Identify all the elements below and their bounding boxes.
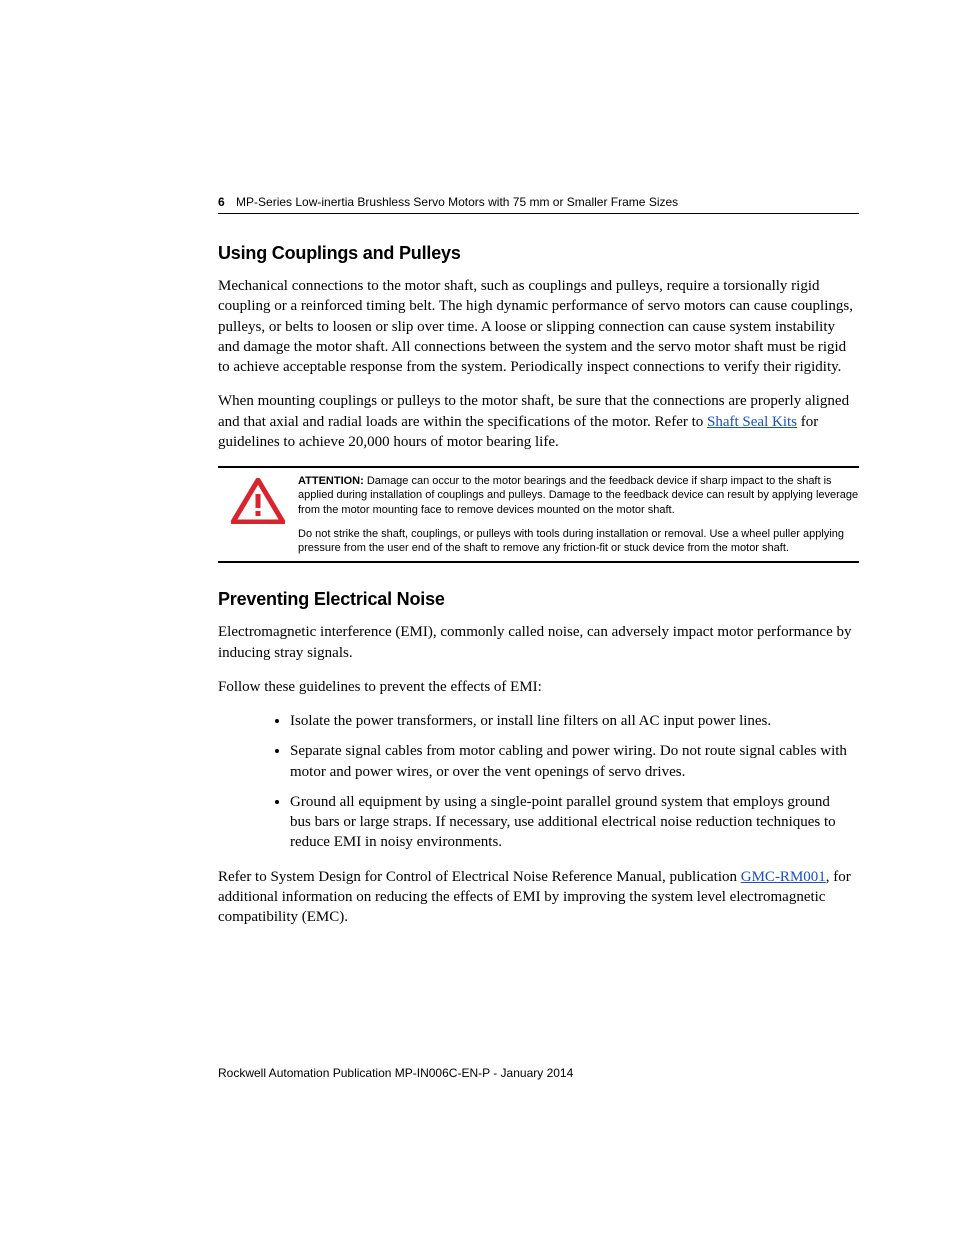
body-paragraph: When mounting couplings or pulleys to th… [218,391,859,452]
attention-label: ATTENTION: [298,475,367,487]
section-heading-noise: Preventing Electrical Noise [218,589,859,610]
header-rule [218,213,859,214]
gmc-rm001-link[interactable]: GMC-RM001 [741,869,826,885]
body-paragraph: Electromagnetic interference (EMI), comm… [218,622,859,663]
attention-body: Damage can occur to the motor bearings a… [298,475,858,516]
list-item: Isolate the power transformers, or insta… [290,711,859,731]
body-paragraph: Mechanical connections to the motor shaf… [218,276,859,377]
attention-paragraph: Do not strike the shaft, couplings, or p… [298,527,859,556]
section-heading-couplings: Using Couplings and Pulleys [218,243,859,264]
attention-callout: ATTENTION: Damage can occur to the motor… [218,466,859,563]
page-number: 6 [218,195,225,209]
body-paragraph: Refer to System Design for Control of El… [218,867,859,928]
page-header: 6 MP-Series Low-inertia Brushless Servo … [218,195,859,209]
attention-text-block: ATTENTION: Damage can occur to the motor… [298,474,859,555]
page-footer: Rockwell Automation Publication MP-IN006… [218,1066,573,1080]
body-text: Refer to System Design for Control of El… [218,869,741,885]
list-item: Separate signal cables from motor cablin… [290,741,859,782]
attention-icon [218,474,298,524]
bullet-list: Isolate the power transformers, or insta… [218,711,859,853]
shaft-seal-kits-link[interactable]: Shaft Seal Kits [707,414,797,430]
body-paragraph: Follow these guidelines to prevent the e… [218,677,859,697]
header-title: MP-Series Low-inertia Brushless Servo Mo… [236,195,678,209]
list-item: Ground all equipment by using a single-p… [290,792,859,853]
attention-paragraph: ATTENTION: Damage can occur to the motor… [298,474,859,517]
